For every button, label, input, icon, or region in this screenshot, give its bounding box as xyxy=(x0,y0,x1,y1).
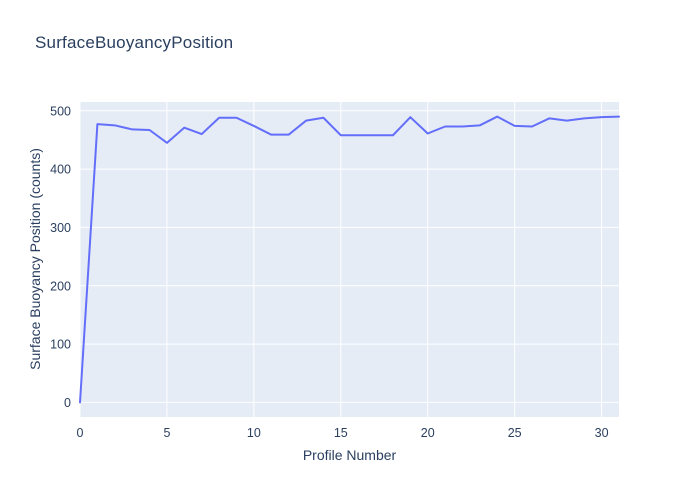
y-axis-title-text: Surface Buoyancy Position (counts) xyxy=(27,148,43,370)
y-tick-label: 300 xyxy=(50,221,71,235)
data-line-trace[interactable] xyxy=(79,115,620,404)
x-tick-label: 30 xyxy=(595,426,609,440)
y-tick-label: 400 xyxy=(50,163,71,177)
x-tick-label: 25 xyxy=(508,426,522,440)
x-tick-label: 10 xyxy=(247,426,261,440)
x-axis-title: Profile Number xyxy=(302,447,397,463)
y-tick-label: 200 xyxy=(50,279,71,293)
x-tick-label: 15 xyxy=(334,426,348,440)
x-tick-label: 20 xyxy=(421,426,435,440)
plot-background xyxy=(80,102,619,417)
y-tick-label: 0 xyxy=(64,396,71,410)
chart-title: SurfaceBuoyancyPosition xyxy=(35,33,234,52)
y-tick-label: 100 xyxy=(50,338,71,352)
x-tick-label: 0 xyxy=(77,426,84,440)
y-tick-label: 500 xyxy=(50,104,71,118)
x-tick-label: 5 xyxy=(163,426,170,440)
